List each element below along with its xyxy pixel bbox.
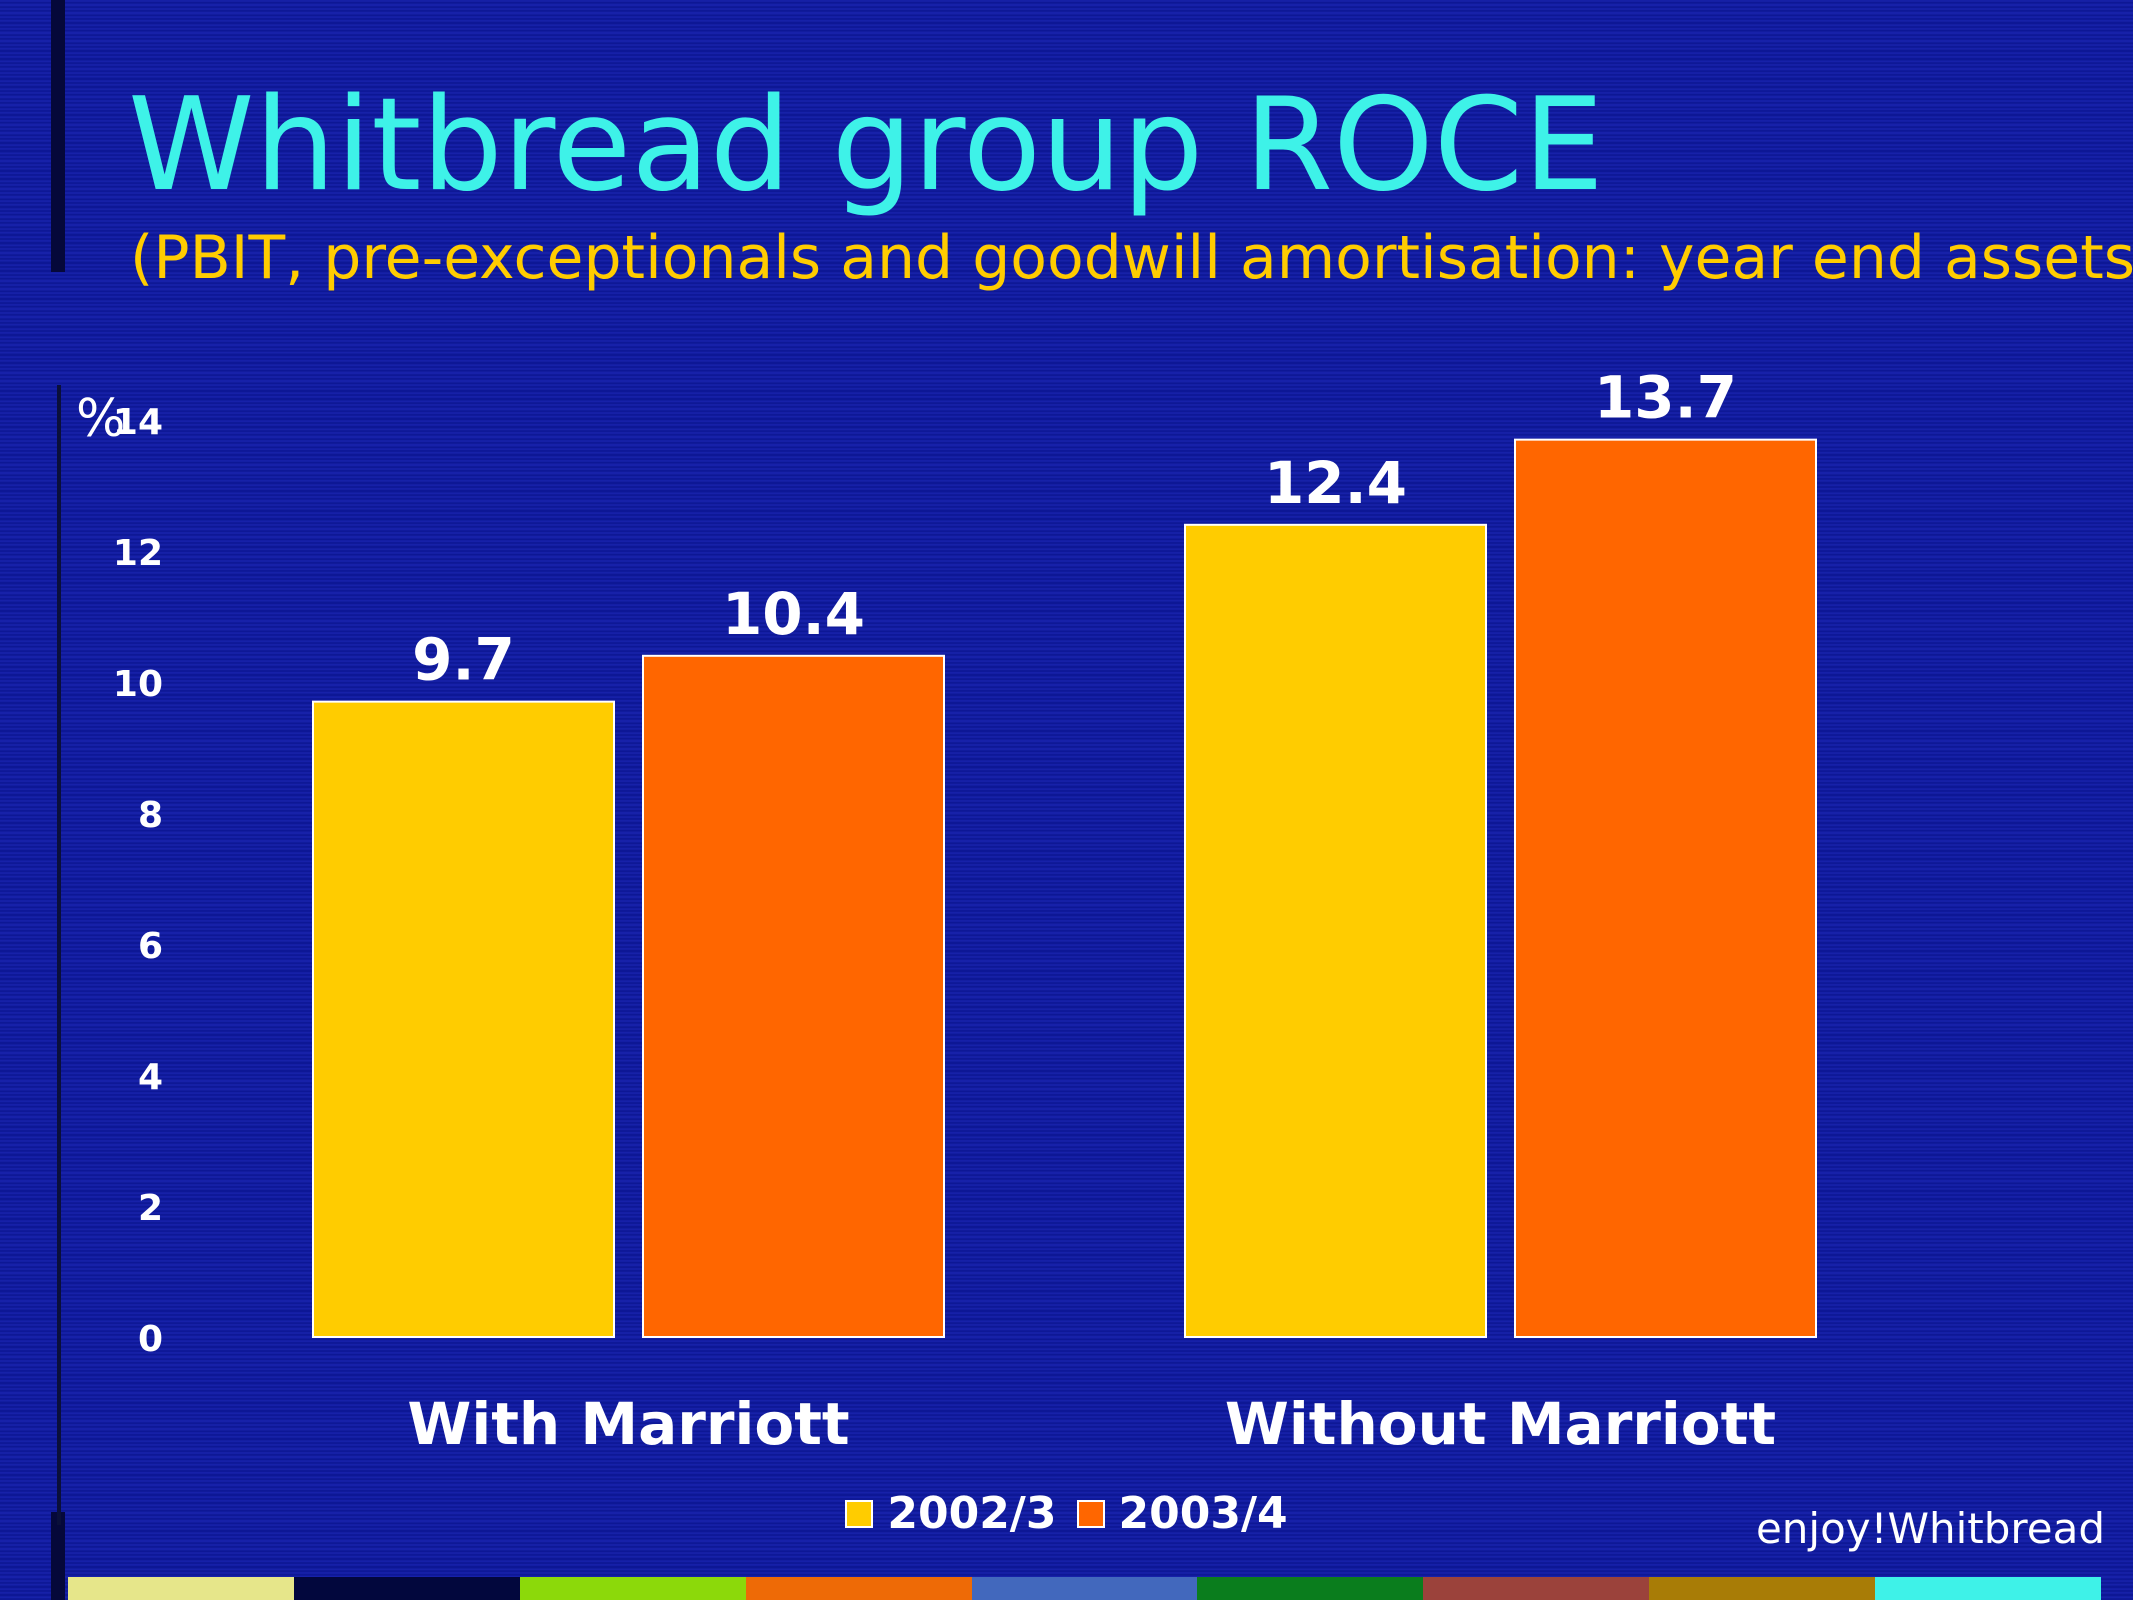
data-label: 10.4: [722, 580, 865, 648]
bottom-stripe: [1649, 1577, 1876, 1600]
left-accent-bar-top: [51, 0, 65, 272]
y-tick-label: 8: [138, 795, 163, 836]
bottom-stripe: [519, 1577, 746, 1600]
bar: [1514, 438, 1817, 1338]
y-tick-label: 0: [138, 1319, 163, 1360]
y-tick-label: 6: [138, 926, 163, 967]
data-label: 12.4: [1264, 449, 1407, 517]
bottom-stripe: [971, 1577, 1198, 1600]
y-tick-label: 2: [138, 1188, 163, 1229]
footer-brand: enjoy!Whitbread: [1755, 1504, 2105, 1553]
data-label: 9.7: [412, 626, 515, 694]
bottom-stripe: [1875, 1577, 2102, 1600]
data-label: 13.7: [1594, 364, 1737, 432]
chart-legend: 2002/3 2003/4: [0, 1492, 2133, 1536]
bottom-stripe: [745, 1577, 972, 1600]
x-category-label: With Marriott: [407, 1390, 849, 1458]
y-axis-line: [57, 385, 61, 1525]
bottom-stripe: [1197, 1577, 1424, 1600]
y-tick-label: 10: [113, 664, 163, 705]
y-tick-label: 14: [113, 402, 163, 443]
legend-item-2003-4: 2003/4: [1076, 1488, 1288, 1539]
bar: [642, 654, 945, 1338]
bottom-stripe: [1423, 1577, 1650, 1600]
legend-swatch-2002-3: [845, 1500, 874, 1528]
bar: [312, 700, 615, 1338]
y-tick-label: 4: [138, 1057, 163, 1098]
left-accent-bar-bottom: [51, 1512, 65, 1600]
slide-title: Whitbread group ROCE: [128, 71, 1604, 220]
slide-subtitle: (PBIT, pre-exceptionals and goodwill amo…: [130, 223, 2133, 293]
legend-label-2003-4: 2003/4: [1118, 1488, 1288, 1539]
bar: [1184, 523, 1487, 1338]
bottom-stripe: [293, 1577, 520, 1600]
y-axis-label: %: [76, 389, 125, 449]
legend-item-2002-3: 2002/3: [845, 1488, 1057, 1539]
bottom-color-stripes: [68, 1577, 2102, 1600]
bottom-stripe: [68, 1577, 294, 1600]
legend-swatch-2003-4: [1076, 1500, 1105, 1528]
x-category-label: Without Marriott: [1225, 1390, 1776, 1458]
y-tick-label: 12: [113, 533, 163, 574]
legend-label-2002-3: 2002/3: [887, 1488, 1057, 1539]
